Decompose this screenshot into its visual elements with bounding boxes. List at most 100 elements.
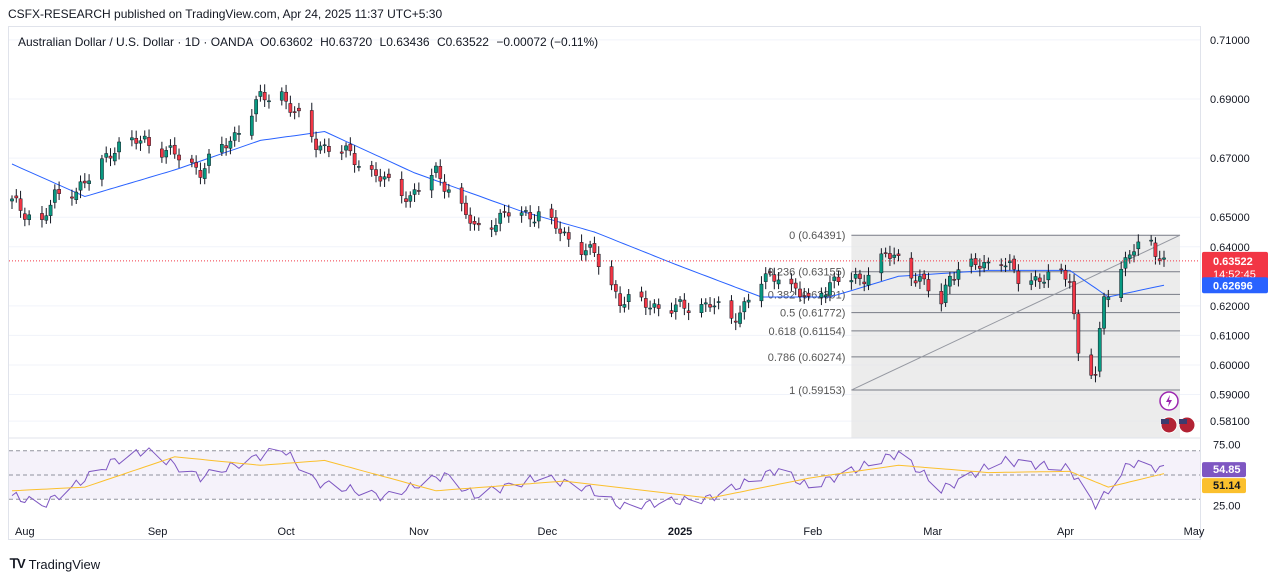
candle-body	[1127, 254, 1132, 259]
candle-body	[494, 225, 498, 232]
candle-body	[939, 291, 944, 305]
candle-body	[836, 276, 841, 282]
candle-body	[1149, 239, 1154, 242]
candle-body	[434, 165, 438, 173]
price-tick-label: 0.71000	[1210, 35, 1250, 47]
candle-body	[682, 299, 687, 309]
candle-body	[528, 212, 533, 220]
candle-body	[408, 195, 413, 202]
candle-body	[142, 135, 147, 140]
candle-body	[267, 100, 271, 103]
candle-body	[322, 144, 327, 147]
candle-body	[1132, 251, 1136, 256]
candle-body	[1007, 260, 1012, 263]
candle-body	[27, 214, 31, 220]
rsi-ma-value-tag	[1202, 478, 1246, 494]
candle-body	[956, 269, 961, 280]
symbol-legend: Australian Dollar / U.S. Dollar · 1D · O…	[18, 35, 598, 49]
candle-body	[374, 169, 378, 176]
candle-body	[1097, 328, 1102, 372]
candle-body	[1136, 241, 1141, 250]
candle-body	[40, 213, 44, 220]
time-tick-label: Dec	[538, 526, 558, 538]
candle-body	[888, 253, 892, 259]
time-tick-label: Sep	[148, 526, 168, 538]
candle-body	[177, 154, 181, 161]
candle-body	[1037, 277, 1042, 282]
candle-body	[164, 150, 169, 158]
candle-body	[87, 180, 91, 184]
candle-body	[446, 189, 451, 193]
candle-body	[48, 204, 53, 216]
price-axis: 0.71000 0.69000 0.67000 0.65000 0.64000 0.620…	[1210, 35, 1250, 428]
candle-body	[862, 281, 867, 285]
time-tick-label: Aug	[15, 526, 35, 538]
candle-body	[249, 115, 254, 136]
candle-body	[896, 253, 901, 256]
candle-body	[14, 195, 19, 199]
candle-body	[442, 181, 447, 192]
candle-body	[1093, 374, 1098, 376]
candle-body	[202, 168, 207, 179]
candle-body	[982, 262, 986, 269]
candle-body	[172, 144, 177, 155]
candle-body	[648, 307, 652, 310]
candle-body	[232, 132, 237, 141]
time-tick-label: Mar	[923, 526, 942, 538]
candle-body	[224, 145, 228, 149]
candle-body	[10, 198, 14, 202]
candle-body	[279, 91, 284, 101]
candle-body	[108, 155, 113, 159]
candle-body	[82, 180, 87, 184]
candle-body	[284, 91, 288, 102]
candle-body	[438, 166, 443, 179]
candle-body	[806, 292, 811, 297]
chart-icons	[1159, 391, 1196, 434]
candle-body	[130, 137, 134, 141]
candle-body	[1072, 281, 1076, 315]
moving-average	[11, 130, 1165, 298]
candle-body	[288, 103, 293, 113]
rsi-pane: 75.00 25.00 54.85 51.14	[9, 437, 1246, 512]
candle-body	[922, 273, 927, 280]
candle-body	[536, 211, 541, 222]
candle-body	[678, 299, 682, 302]
candle-body	[566, 232, 571, 240]
candle-body	[613, 284, 618, 292]
candle-body	[853, 273, 858, 279]
candle-body	[686, 310, 691, 313]
candle-body	[584, 250, 588, 256]
candle-body	[502, 211, 507, 213]
candle-body	[314, 138, 318, 150]
candle-body	[828, 282, 832, 296]
candle-body	[1153, 242, 1158, 257]
price-tick-label: 0.58100	[1210, 416, 1250, 428]
candle-body	[639, 291, 644, 298]
candle-body	[22, 213, 27, 220]
fib-level-label: 0.786 (0.60274)	[768, 352, 846, 364]
candle-body	[913, 280, 918, 284]
symbol-name: Australian Dollar / U.S. Dollar · 1D · O…	[18, 35, 253, 49]
ma-price-tag	[1202, 277, 1268, 294]
candle-body	[892, 254, 897, 258]
candle-body	[352, 153, 357, 165]
candle-body	[772, 274, 777, 282]
flag-canton	[1179, 419, 1187, 424]
candle-body	[327, 146, 331, 152]
candle-body	[198, 170, 203, 178]
candle-body	[926, 279, 931, 292]
candle-body	[429, 175, 434, 191]
time-axis: Aug Sep Oct Nov Dec 2025 Feb Mar Apr May	[15, 526, 1205, 538]
candle-body	[579, 242, 584, 255]
candle-body	[472, 221, 477, 225]
candle-body	[729, 300, 734, 319]
candle-body	[849, 280, 854, 283]
tradingview-brand[interactable]: ꓔV TradingView	[10, 556, 100, 572]
candle-body	[57, 189, 61, 194]
candle-body	[524, 210, 528, 212]
price-tick-label: 0.59000	[1210, 390, 1250, 402]
price-tick-label: 0.61000	[1210, 330, 1250, 342]
candle-body	[464, 202, 468, 215]
time-tick-label: May	[1184, 526, 1205, 538]
